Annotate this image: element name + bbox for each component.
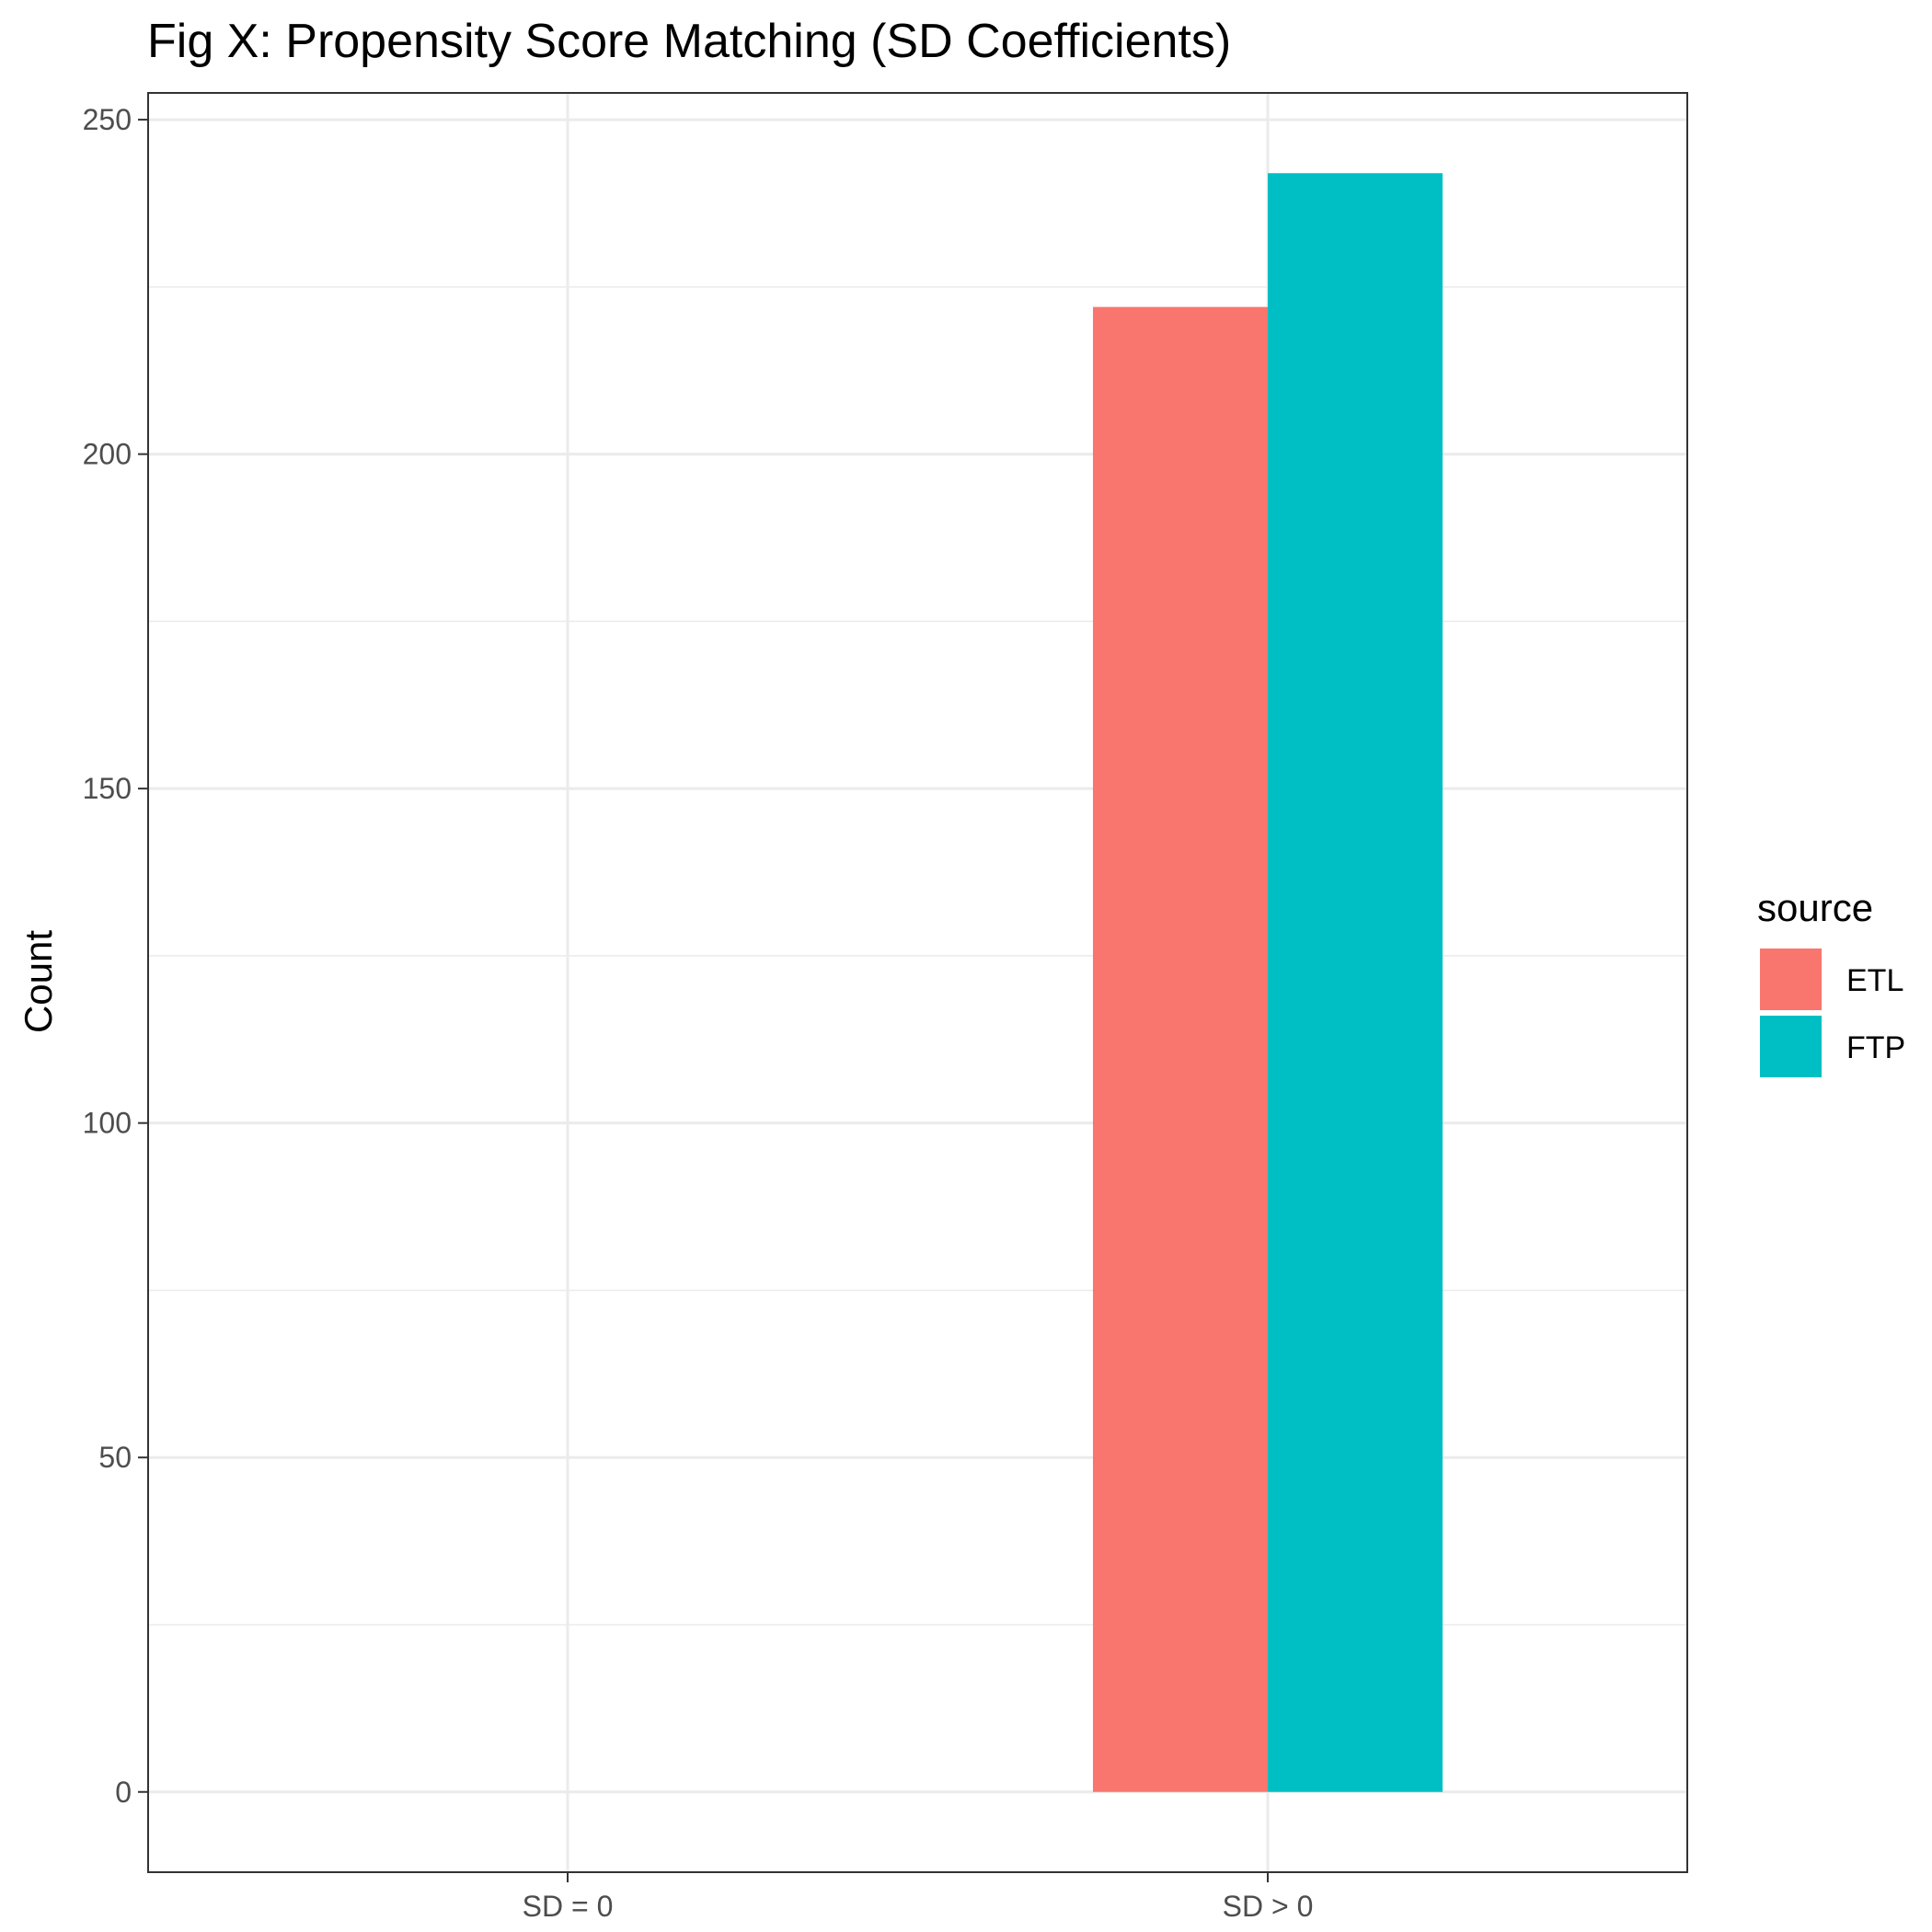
bar-etl-2	[1093, 306, 1268, 1792]
x-tick-label: SD > 0	[1223, 1890, 1314, 1923]
legend-key-etl	[1760, 949, 1822, 1010]
y-tick-label: 200	[83, 438, 132, 471]
legend-key-ftp	[1760, 1016, 1822, 1077]
grid-lines	[148, 93, 1687, 1872]
y-tick-label: 250	[83, 103, 132, 136]
plot-panel-border	[147, 92, 1688, 1873]
chart-title: Fig X: Propensity Score Matching (SD Coe…	[147, 15, 1231, 68]
y-tick-label: 150	[83, 772, 132, 805]
legend-title: source	[1757, 886, 1873, 929]
axes: 0 50 100 150 200 250 SD = 0 SD > 0	[83, 103, 1314, 1923]
y-axis-title: Count	[17, 930, 60, 1033]
legend: source ETL FTP	[1757, 886, 1905, 1077]
legend-label-etl: ETL	[1846, 963, 1903, 998]
y-tick-label: 50	[98, 1441, 132, 1474]
bars	[1093, 173, 1443, 1792]
x-tick-label: SD = 0	[523, 1890, 614, 1923]
legend-label-ftp: FTP	[1846, 1030, 1905, 1065]
y-tick-label: 0	[115, 1776, 132, 1809]
bar-ftp-2	[1268, 173, 1443, 1792]
y-tick-label: 100	[83, 1107, 132, 1140]
